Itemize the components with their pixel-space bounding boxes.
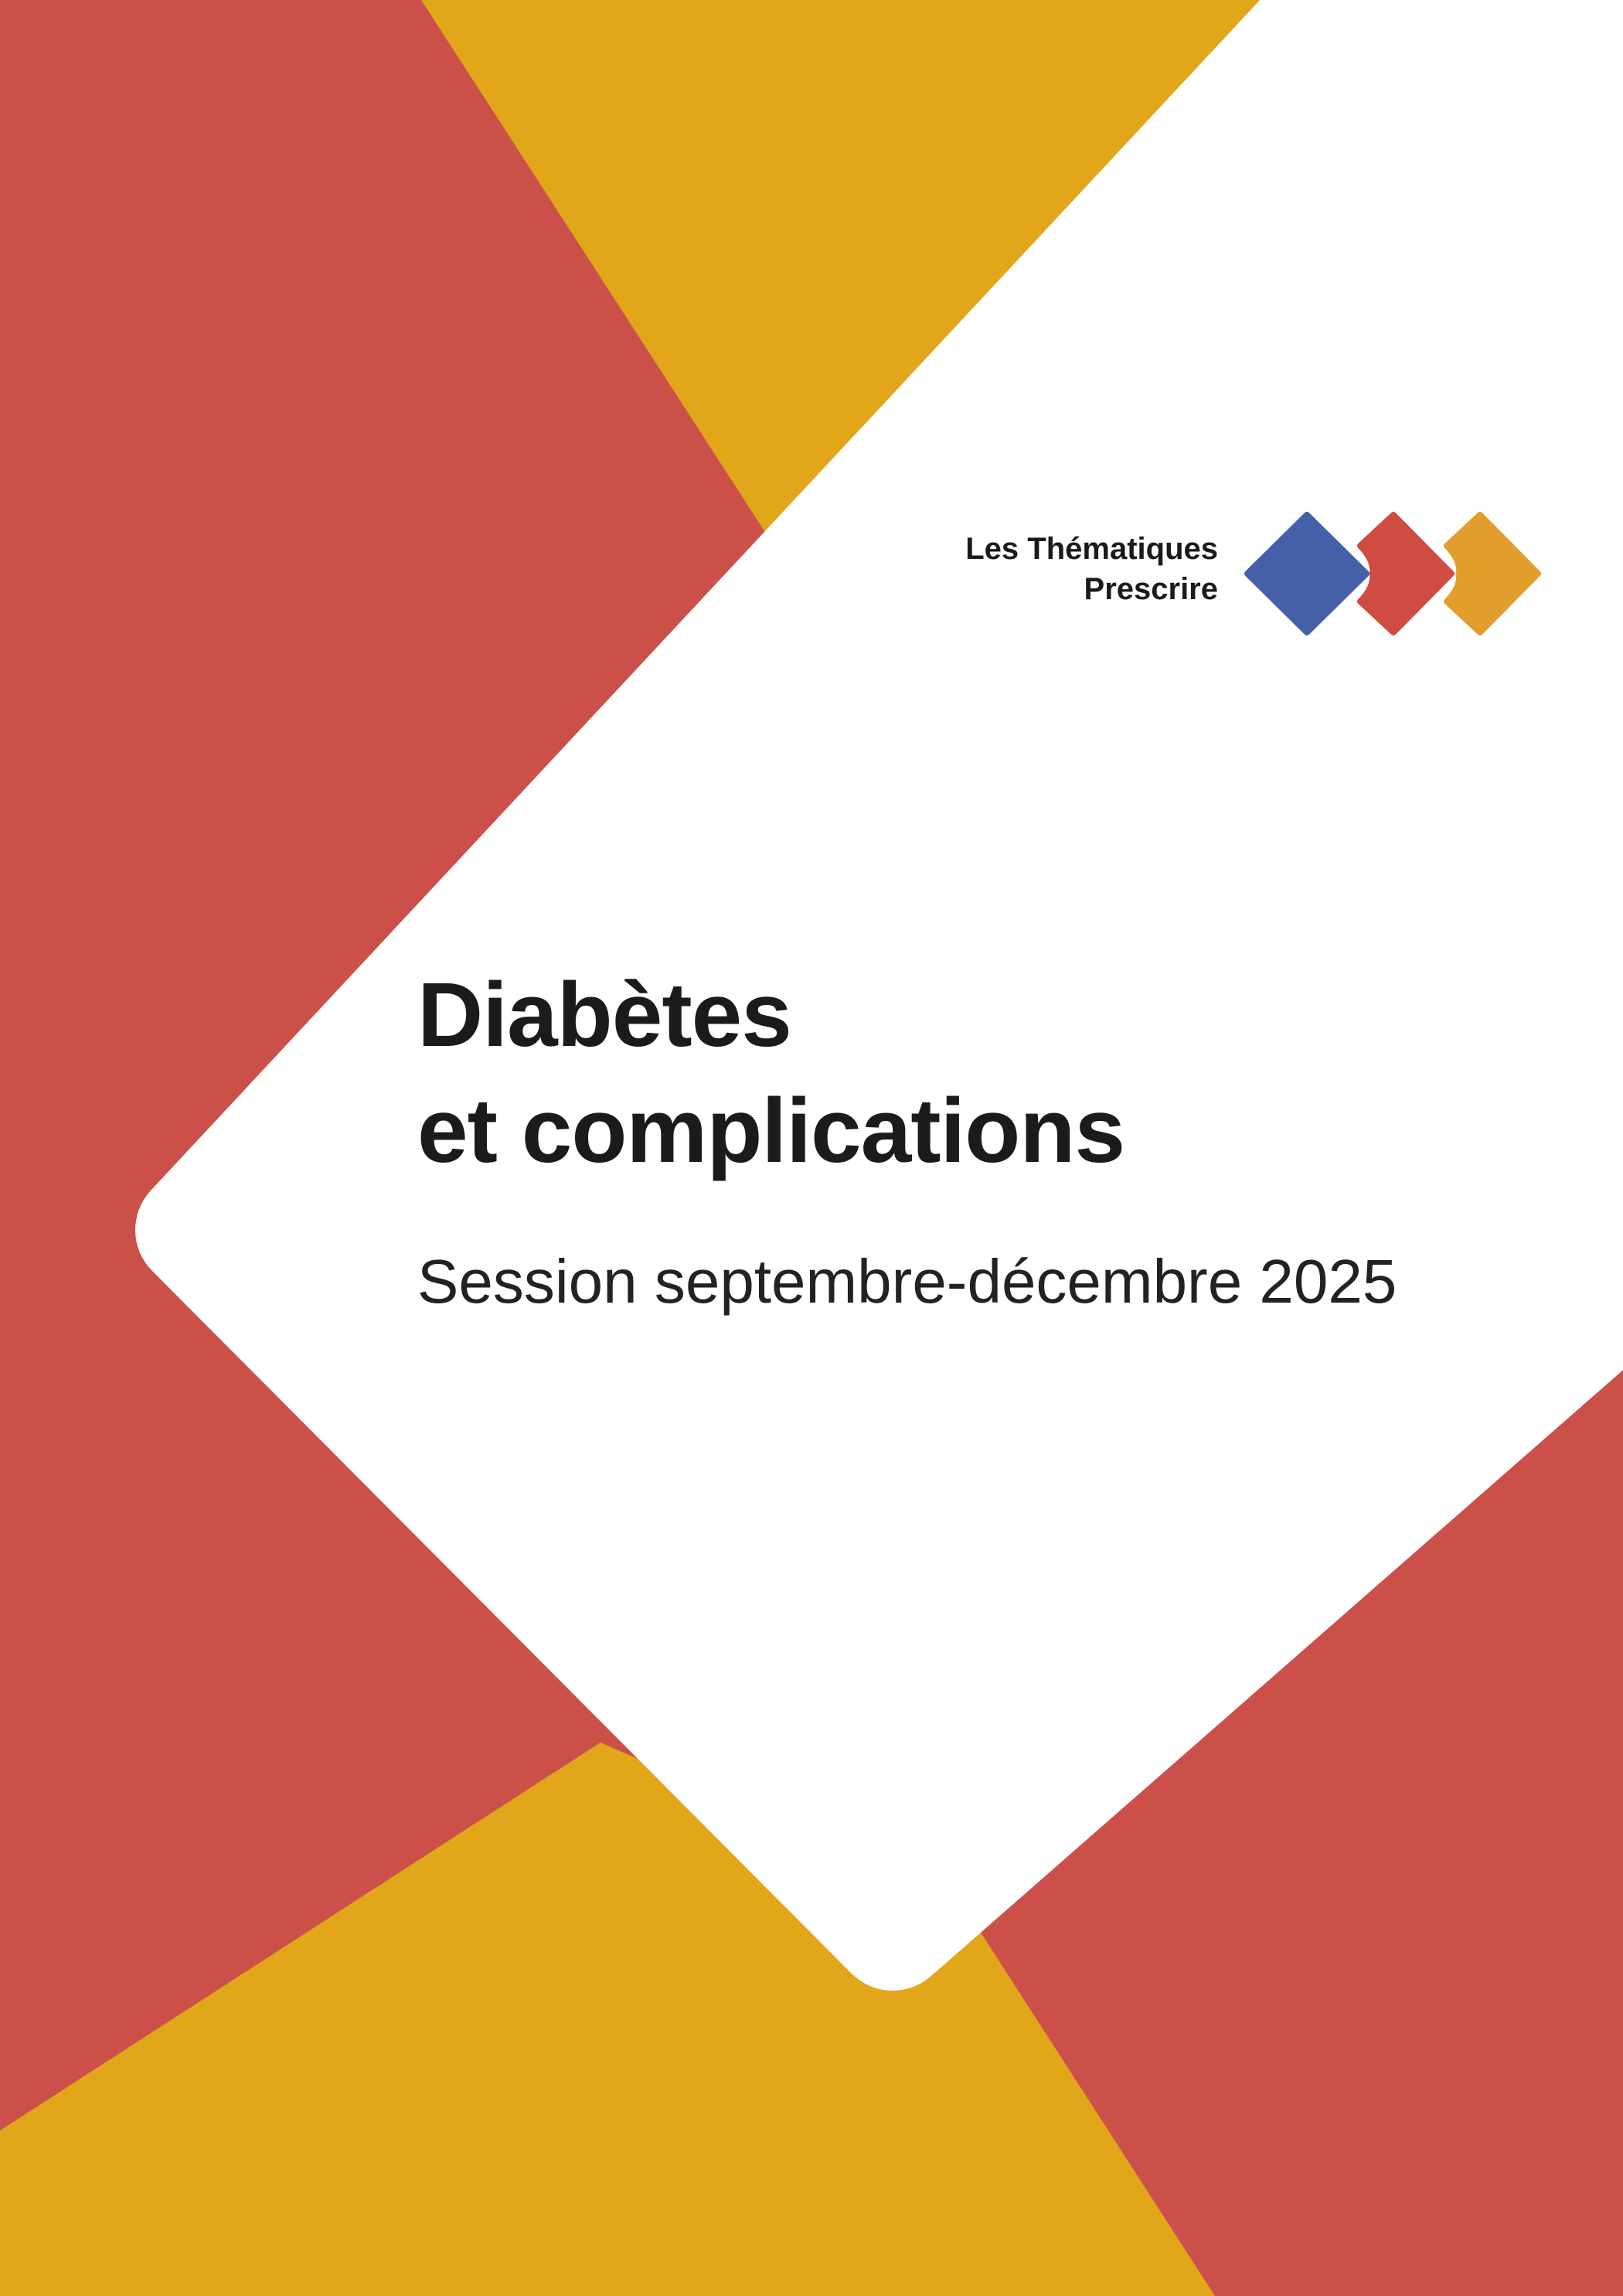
brand-line-2: Prescrire xyxy=(1084,572,1218,606)
page-title: Diabètes et complications xyxy=(417,957,1125,1189)
red-chevron-icon xyxy=(1357,512,1455,635)
title-line-2: et complications xyxy=(417,1080,1125,1182)
brand-name: Les Thématiques Prescrire xyxy=(965,529,1218,609)
brand-line-1: Les Thématiques xyxy=(965,532,1218,566)
title-line-1: Diabètes xyxy=(417,964,792,1066)
blue-diamond-icon xyxy=(1244,512,1370,635)
top-yellow-shape xyxy=(421,0,1325,549)
bottom-yellow-shape xyxy=(0,1742,1215,2296)
prescrire-logo-icon xyxy=(1244,512,1541,635)
session-subtitle: Session septembre-décembre 2025 xyxy=(417,1247,1397,1316)
white-diamond-panel xyxy=(135,0,1623,1991)
yellow-chevron-icon xyxy=(1444,512,1541,635)
